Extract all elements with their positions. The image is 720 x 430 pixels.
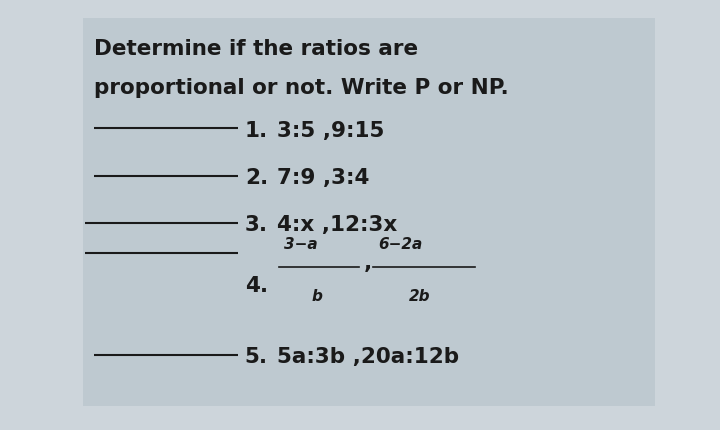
Text: b: b — [311, 288, 322, 303]
Text: 1.: 1. — [245, 120, 268, 140]
Text: 3−a: 3−a — [284, 237, 318, 252]
Text: 2b: 2b — [409, 288, 431, 303]
Text: 4:x ,12:3x: 4:x ,12:3x — [277, 215, 397, 235]
Text: 5.: 5. — [245, 346, 268, 366]
FancyBboxPatch shape — [83, 19, 655, 406]
Text: 2.: 2. — [245, 168, 268, 187]
Text: 6−2a: 6−2a — [378, 237, 422, 252]
Text: proportional or not. Write P or NP.: proportional or not. Write P or NP. — [94, 77, 508, 97]
Text: 3.: 3. — [245, 215, 268, 235]
Text: ,: , — [364, 252, 372, 272]
Text: Determine if the ratios are: Determine if the ratios are — [94, 39, 418, 58]
Text: 4.: 4. — [245, 275, 268, 295]
Text: 5a:3b ,20a:12b: 5a:3b ,20a:12b — [277, 346, 459, 366]
Text: 3:5 ,9:15: 3:5 ,9:15 — [277, 120, 384, 140]
Text: 7:9 ,3:4: 7:9 ,3:4 — [277, 168, 369, 187]
